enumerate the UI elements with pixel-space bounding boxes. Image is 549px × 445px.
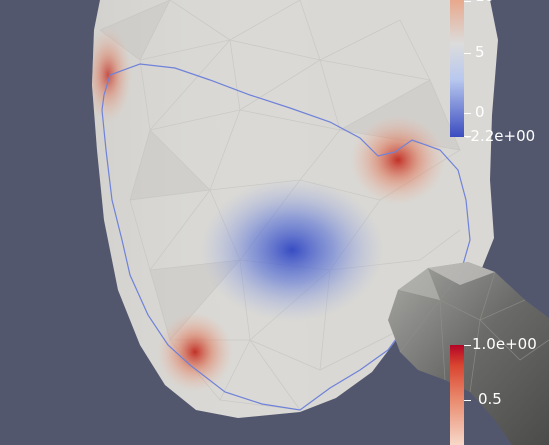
colorbar-upper-tick (464, 113, 471, 114)
colorbar-upper-tick-label: 5 (475, 45, 485, 60)
colorbar-upper-tick-label: 10 (475, 0, 494, 4)
high-value-region-right (350, 115, 446, 205)
colorbar-lower: 1.0e+00 0.5 (450, 345, 549, 445)
low-value-region (200, 178, 384, 322)
colorbar-lower-tick (464, 345, 471, 346)
colorbar-upper-tick (464, 1, 471, 2)
colorbar-upper-tick (464, 53, 471, 54)
high-value-region-left (84, 27, 132, 123)
colorbar-lower-tick (464, 400, 471, 401)
colorbar-upper-gradient (450, 0, 464, 137)
colorbar-lower-tick-label: 0.5 (478, 392, 502, 407)
colorbar-upper-tick-label: 0 (475, 105, 485, 120)
colorbar-upper: 10 5 0 -2.2e+00 (450, 0, 549, 140)
colorbar-upper-tick-label: -2.2e+00 (465, 129, 535, 144)
colorbar-lower-gradient (450, 345, 464, 445)
colorbar-lower-tick-label: 1.0e+00 (472, 337, 537, 352)
high-value-region-bottom (157, 312, 233, 392)
